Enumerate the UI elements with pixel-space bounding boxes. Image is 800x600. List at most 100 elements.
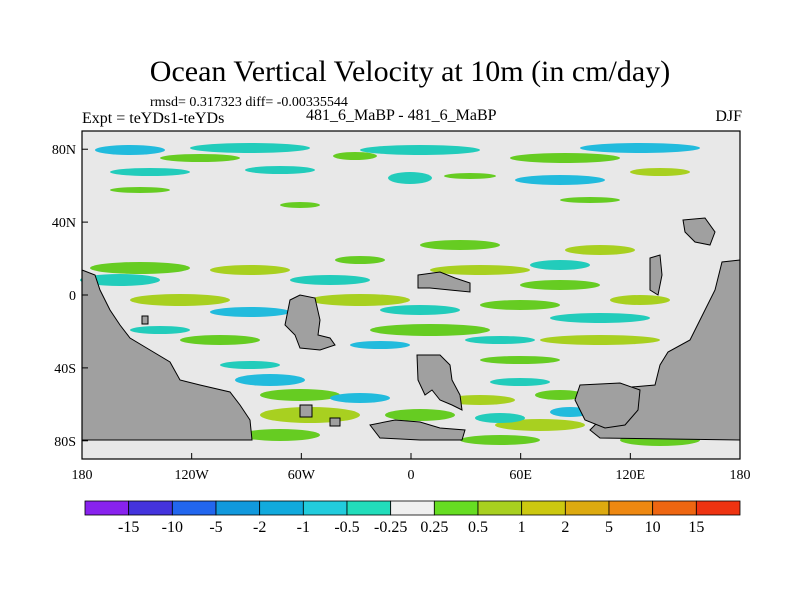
velocity-patch [160,154,240,162]
velocity-patch [475,413,525,423]
velocity-patch [80,274,160,286]
lat-tick-label: 40S [54,362,76,377]
colorbar-label: -0.5 [334,519,359,536]
land-small-island [329,417,341,427]
velocity-patch [90,262,190,274]
velocity-patch [360,145,480,155]
velocity-patch [495,419,585,431]
colorbar-label: -15 [118,519,139,536]
velocity-patch [260,389,340,401]
lat-tick-label: 80S [54,435,76,450]
velocity-patch [550,313,650,323]
velocity-patch [335,256,385,264]
colorbar-swatch [433,500,479,516]
velocity-patch [515,175,605,185]
velocity-patch [210,307,290,317]
colorbar-label: 0.5 [468,519,488,536]
colorbar-swatch [259,500,304,516]
negative-velocity-patches [80,143,700,423]
velocity-patch [310,294,410,306]
velocity-patch [530,260,590,270]
colorbar-label: -1 [297,519,310,536]
colorbar-swatch [171,500,217,516]
colorbar-label: 0.25 [420,519,448,536]
colorbar-label: 1 [518,519,526,536]
land-asia-islands [682,217,716,246]
experiment-label: Expt = teYDs1-teYDs [82,110,225,127]
land-africa [416,354,463,411]
lon-tick-label: 180 [72,468,93,483]
velocity-patch [480,356,560,364]
velocity-patch [460,435,540,445]
land-masses [81,217,741,441]
velocity-patch [240,429,320,441]
colorbar-swatch [215,500,261,516]
lon-tick-label: 120W [175,468,210,483]
lon-tick-label: 180 [730,468,751,483]
velocity-patch [370,324,490,336]
velocity-patch [290,275,370,285]
colorbar-swatch [564,500,610,516]
land-western-edge [81,269,253,441]
map-title: Ocean Vertical Velocity at 10m (in cm/da… [149,55,671,88]
lon-tick-label: 60E [509,468,532,483]
map-plot-area [80,130,741,460]
velocity-patch [95,145,165,155]
colorbar-swatch [128,500,173,516]
colorbar-label: 2 [561,519,569,536]
velocity-patch [580,143,700,153]
velocity-patch [110,187,170,193]
land-small-north [417,271,471,293]
velocity-patch [630,168,690,176]
velocity-patch [130,294,230,306]
colorbar-swatch [477,500,523,516]
colorbar-label: -10 [162,519,183,536]
land-australia [574,382,641,429]
velocity-patch [444,173,496,179]
colorbar-label: -2 [253,519,266,536]
lat-tick-label: 40N [52,216,76,231]
colorbar-label: 10 [645,519,661,536]
colorbar-swatch [608,500,654,516]
land-pacific-island [649,254,663,296]
velocity-patch [350,341,410,349]
velocity-patch [560,197,620,203]
velocity-patch [220,361,280,369]
land-south-america [284,294,336,351]
velocity-patch [520,280,600,290]
colorbar-swatch [652,500,697,516]
colorbar-swatch [390,500,435,516]
lat-tick-label: 0 [69,289,76,304]
velocity-patch [480,300,560,310]
velocity-patch [510,153,620,163]
velocity-patch [385,409,455,421]
land-antarctic-fragment [369,419,466,441]
colorbar-label: -5 [209,519,222,536]
velocity-patch [420,240,500,250]
velocity-patch [333,152,377,160]
longitude-axis: 180 120W 60W 0 60E 120E 180 [72,453,751,483]
velocity-patch [388,172,432,184]
colorbar: -15 -10 -5 -2 -1 -0.5 -0.25 0.25 0.5 1 2 5 10 15 [84,500,741,536]
lon-tick-label: 60W [288,468,316,483]
velocity-patch [445,395,515,405]
velocity-patch [245,166,315,174]
colorbar-swatch [521,500,566,516]
colorbar-label: 5 [605,519,613,536]
velocity-patch [535,390,585,400]
velocity-patch [210,265,290,275]
velocity-patch [490,378,550,386]
land-small-island [299,404,313,418]
velocity-patch [465,336,535,344]
velocity-patch [330,393,390,403]
colorbar-label: 15 [688,519,704,536]
land-small-island [141,315,149,325]
velocity-patch [130,326,190,334]
season-label: DJF [715,108,742,125]
velocity-patch [540,335,660,345]
colorbar-swatch [695,500,741,516]
lon-tick-label: 0 [408,468,415,483]
colorbar-swatch [346,500,392,516]
velocity-patch [610,295,670,305]
